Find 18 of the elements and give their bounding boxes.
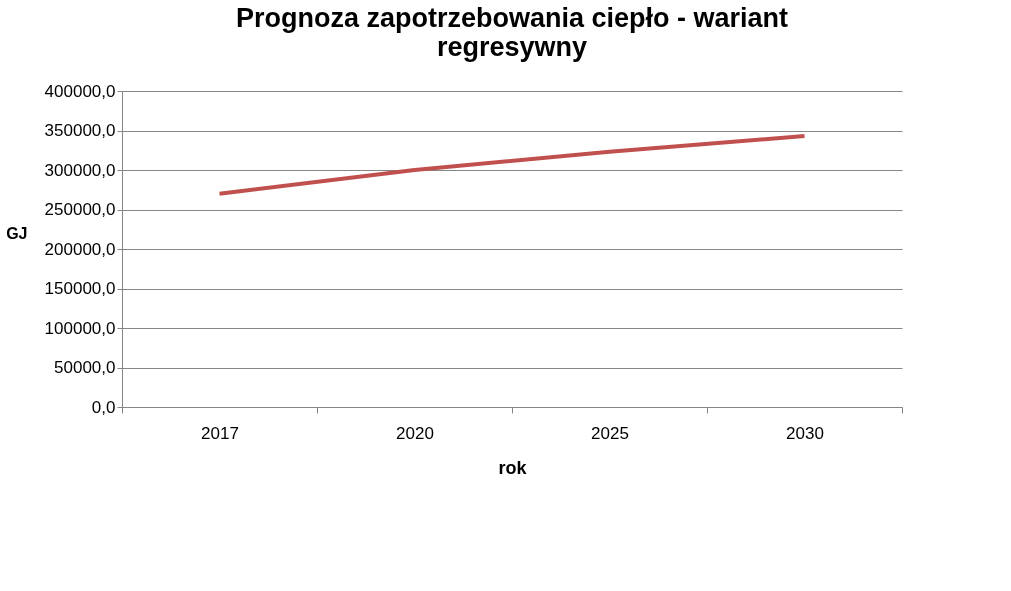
y-axis-title: GJ (6, 224, 28, 242)
y-tick-label: 150000,0 (44, 279, 116, 298)
x-tick-label: 2030 (786, 423, 824, 443)
y-tick-label: 0,0 (91, 397, 116, 417)
line-series (217, 134, 807, 196)
y-tick-label: 400000,0 (44, 81, 116, 101)
x-axis-title: rok (498, 457, 528, 478)
y-tick-label: 350000,0 (44, 121, 116, 140)
y-tick-label: 250000,0 (44, 200, 116, 219)
x-tick-label: 2025 (591, 423, 629, 443)
y-tick-label: 200000,0 (44, 239, 116, 259)
y-tick-label: 300000,0 (44, 160, 116, 180)
text: Prognoza zapotrzebowania ciepło - wariant (235, 3, 789, 33)
x-tick-label: 2020 (396, 423, 434, 443)
y-tick-label: 100000,0 (44, 318, 116, 338)
y-tick-label: 50000,0 (54, 358, 116, 377)
text: regresywny (436, 32, 588, 62)
x-tick-label: 2017 (201, 423, 239, 443)
